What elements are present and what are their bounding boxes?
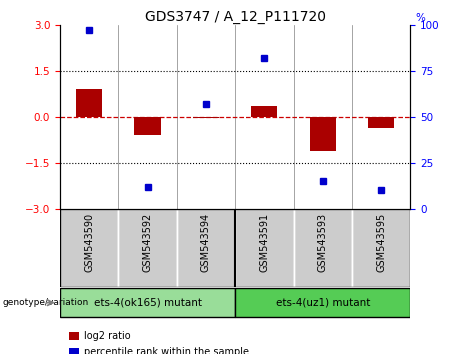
Text: GSM543592: GSM543592 bbox=[142, 213, 153, 272]
Text: percentile rank within the sample: percentile rank within the sample bbox=[84, 347, 249, 354]
Bar bbox=[235, 209, 294, 287]
Bar bbox=[368, 117, 394, 127]
Text: GSM543594: GSM543594 bbox=[201, 213, 211, 272]
Text: genotype/variation: genotype/variation bbox=[2, 298, 89, 307]
Bar bbox=[310, 117, 336, 150]
Bar bbox=[118, 209, 177, 287]
Text: GSM543590: GSM543590 bbox=[84, 213, 94, 272]
Text: %: % bbox=[415, 13, 425, 23]
Bar bbox=[352, 209, 410, 287]
Bar bbox=[294, 209, 352, 287]
Text: GSM543593: GSM543593 bbox=[318, 213, 328, 272]
Bar bbox=[193, 117, 219, 118]
Bar bbox=[177, 209, 235, 287]
Bar bbox=[76, 89, 102, 117]
Text: ets-4(ok165) mutant: ets-4(ok165) mutant bbox=[94, 297, 201, 307]
Text: GSM543595: GSM543595 bbox=[376, 213, 386, 272]
Bar bbox=[251, 106, 278, 117]
Bar bbox=[135, 117, 161, 135]
Text: log2 ratio: log2 ratio bbox=[84, 331, 130, 341]
Bar bbox=[60, 288, 235, 317]
Bar bbox=[235, 288, 410, 317]
Title: GDS3747 / A_12_P111720: GDS3747 / A_12_P111720 bbox=[145, 10, 325, 24]
Text: GSM543591: GSM543591 bbox=[259, 213, 269, 272]
Bar bbox=[60, 209, 118, 287]
Text: ets-4(uz1) mutant: ets-4(uz1) mutant bbox=[276, 297, 370, 307]
